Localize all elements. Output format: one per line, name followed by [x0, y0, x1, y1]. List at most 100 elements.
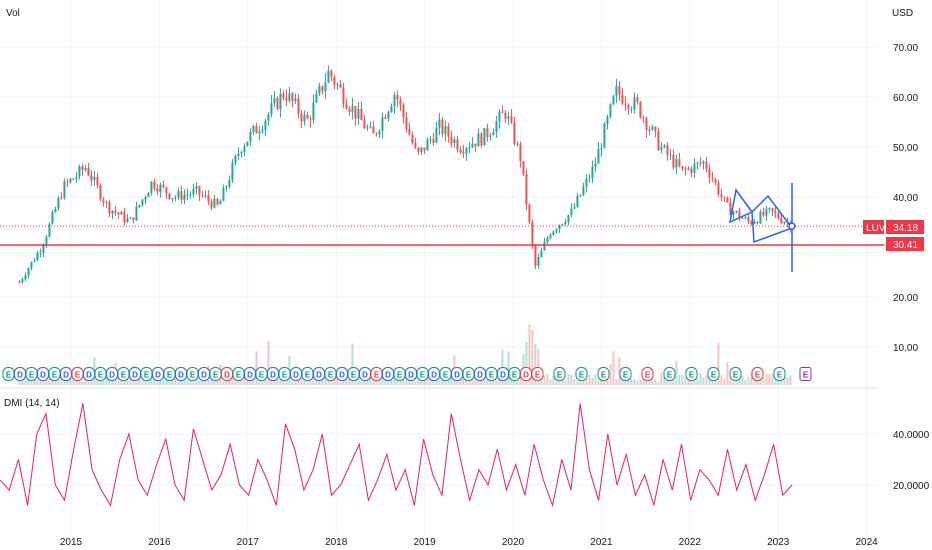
dividend-event-label: D — [247, 371, 253, 380]
volume-bar — [192, 381, 195, 385]
volume-bar — [435, 379, 438, 385]
line-price-tag[interactable]: 30.41 — [886, 237, 924, 251]
volume-bar — [102, 381, 105, 385]
earnings-event-label: E — [328, 371, 334, 380]
candle-body — [504, 112, 507, 119]
candle-body — [567, 215, 570, 223]
candle-body — [738, 210, 741, 218]
volume-bar — [27, 378, 30, 385]
candle-body — [294, 98, 297, 102]
candle-body — [582, 186, 585, 195]
volume-bar — [558, 378, 561, 385]
candle-body — [399, 99, 402, 105]
volume-bar — [213, 378, 216, 385]
volume-bar — [369, 372, 372, 385]
earnings-event-label: E — [579, 371, 585, 380]
dividend-event-label: D — [500, 371, 506, 380]
candle-body — [744, 216, 747, 218]
candle-body — [393, 95, 396, 107]
candle-body — [384, 117, 387, 119]
volume-bar — [714, 381, 717, 385]
earnings-event-badge — [641, 367, 654, 381]
volume-bar — [654, 379, 657, 385]
candle-body — [57, 197, 60, 209]
volume-bar — [144, 381, 147, 385]
volume-bar — [591, 377, 594, 385]
candle-body — [396, 95, 399, 100]
candle-body — [411, 134, 414, 143]
volume-bar — [222, 381, 225, 385]
volume-bar — [393, 373, 396, 385]
candle-body — [576, 195, 579, 207]
volume-bar — [117, 375, 120, 385]
dmi-axis-tick: 20.0000 — [893, 481, 930, 492]
volume-bar — [675, 361, 678, 385]
candle-body — [483, 128, 486, 146]
volume-bar — [360, 381, 363, 385]
candle-body — [207, 195, 210, 201]
candle-body — [489, 135, 492, 137]
candle-body — [456, 139, 459, 150]
candle-body — [543, 242, 546, 251]
volume-bar — [765, 374, 768, 385]
volume-bar — [594, 374, 597, 385]
candle-body — [33, 260, 36, 262]
candle-body — [360, 108, 363, 121]
volume-bar — [528, 324, 531, 385]
candle-body — [492, 132, 495, 136]
earnings-event-label: E — [733, 371, 739, 380]
candle-body — [597, 149, 600, 164]
candle-body — [708, 168, 711, 178]
candle-body — [510, 116, 513, 123]
candle-body — [375, 133, 378, 135]
candle-body — [387, 111, 390, 119]
candle-body — [42, 245, 45, 253]
volume-bar — [567, 373, 570, 385]
candle-body — [669, 154, 672, 156]
price-axis-tick: 10.00 — [893, 343, 918, 354]
volume-bar — [657, 381, 660, 385]
candle-body — [759, 211, 762, 224]
volume-bar — [729, 380, 732, 385]
volume-bar — [720, 375, 723, 385]
dmi-label: DMI (14, 14) — [4, 398, 60, 409]
earnings-event-label: E — [777, 371, 783, 380]
volume-bar — [105, 375, 108, 385]
volume-bar — [576, 381, 579, 385]
candle-body — [444, 126, 447, 135]
volume-bar — [723, 378, 726, 385]
candle-body — [585, 178, 588, 187]
candle-body — [702, 161, 705, 164]
volume-bar — [477, 377, 480, 385]
last-price-tag[interactable]: LUV 34.18 — [863, 220, 924, 234]
volume-bar — [495, 380, 498, 385]
volume-bar — [24, 380, 27, 385]
earnings-event-badge — [729, 367, 742, 381]
candle-body — [24, 275, 27, 280]
candle-body — [300, 113, 303, 122]
volume-bar — [480, 379, 483, 385]
candle-body — [303, 114, 306, 122]
volume-bar — [261, 378, 264, 385]
volume-bar — [624, 378, 627, 385]
volume-bar — [789, 375, 792, 385]
earnings-event-label: E — [557, 371, 563, 380]
candle-body — [735, 210, 738, 212]
dividend-event-label: D — [316, 371, 322, 380]
candle-body — [771, 208, 774, 212]
volume-bar — [357, 375, 360, 385]
candle-body — [117, 212, 120, 215]
candle-body — [690, 168, 693, 173]
volume-bar — [159, 380, 162, 385]
candle-body — [477, 133, 480, 147]
time-axis-tick: 2023 — [767, 537, 790, 548]
volume-bar — [228, 376, 231, 385]
candle-body — [345, 104, 348, 109]
candle-body — [525, 174, 528, 205]
candle-body — [162, 184, 165, 188]
candle-body — [63, 181, 66, 199]
candle-body — [402, 104, 405, 118]
volume-bar — [381, 373, 384, 385]
volume-bar — [660, 372, 663, 385]
